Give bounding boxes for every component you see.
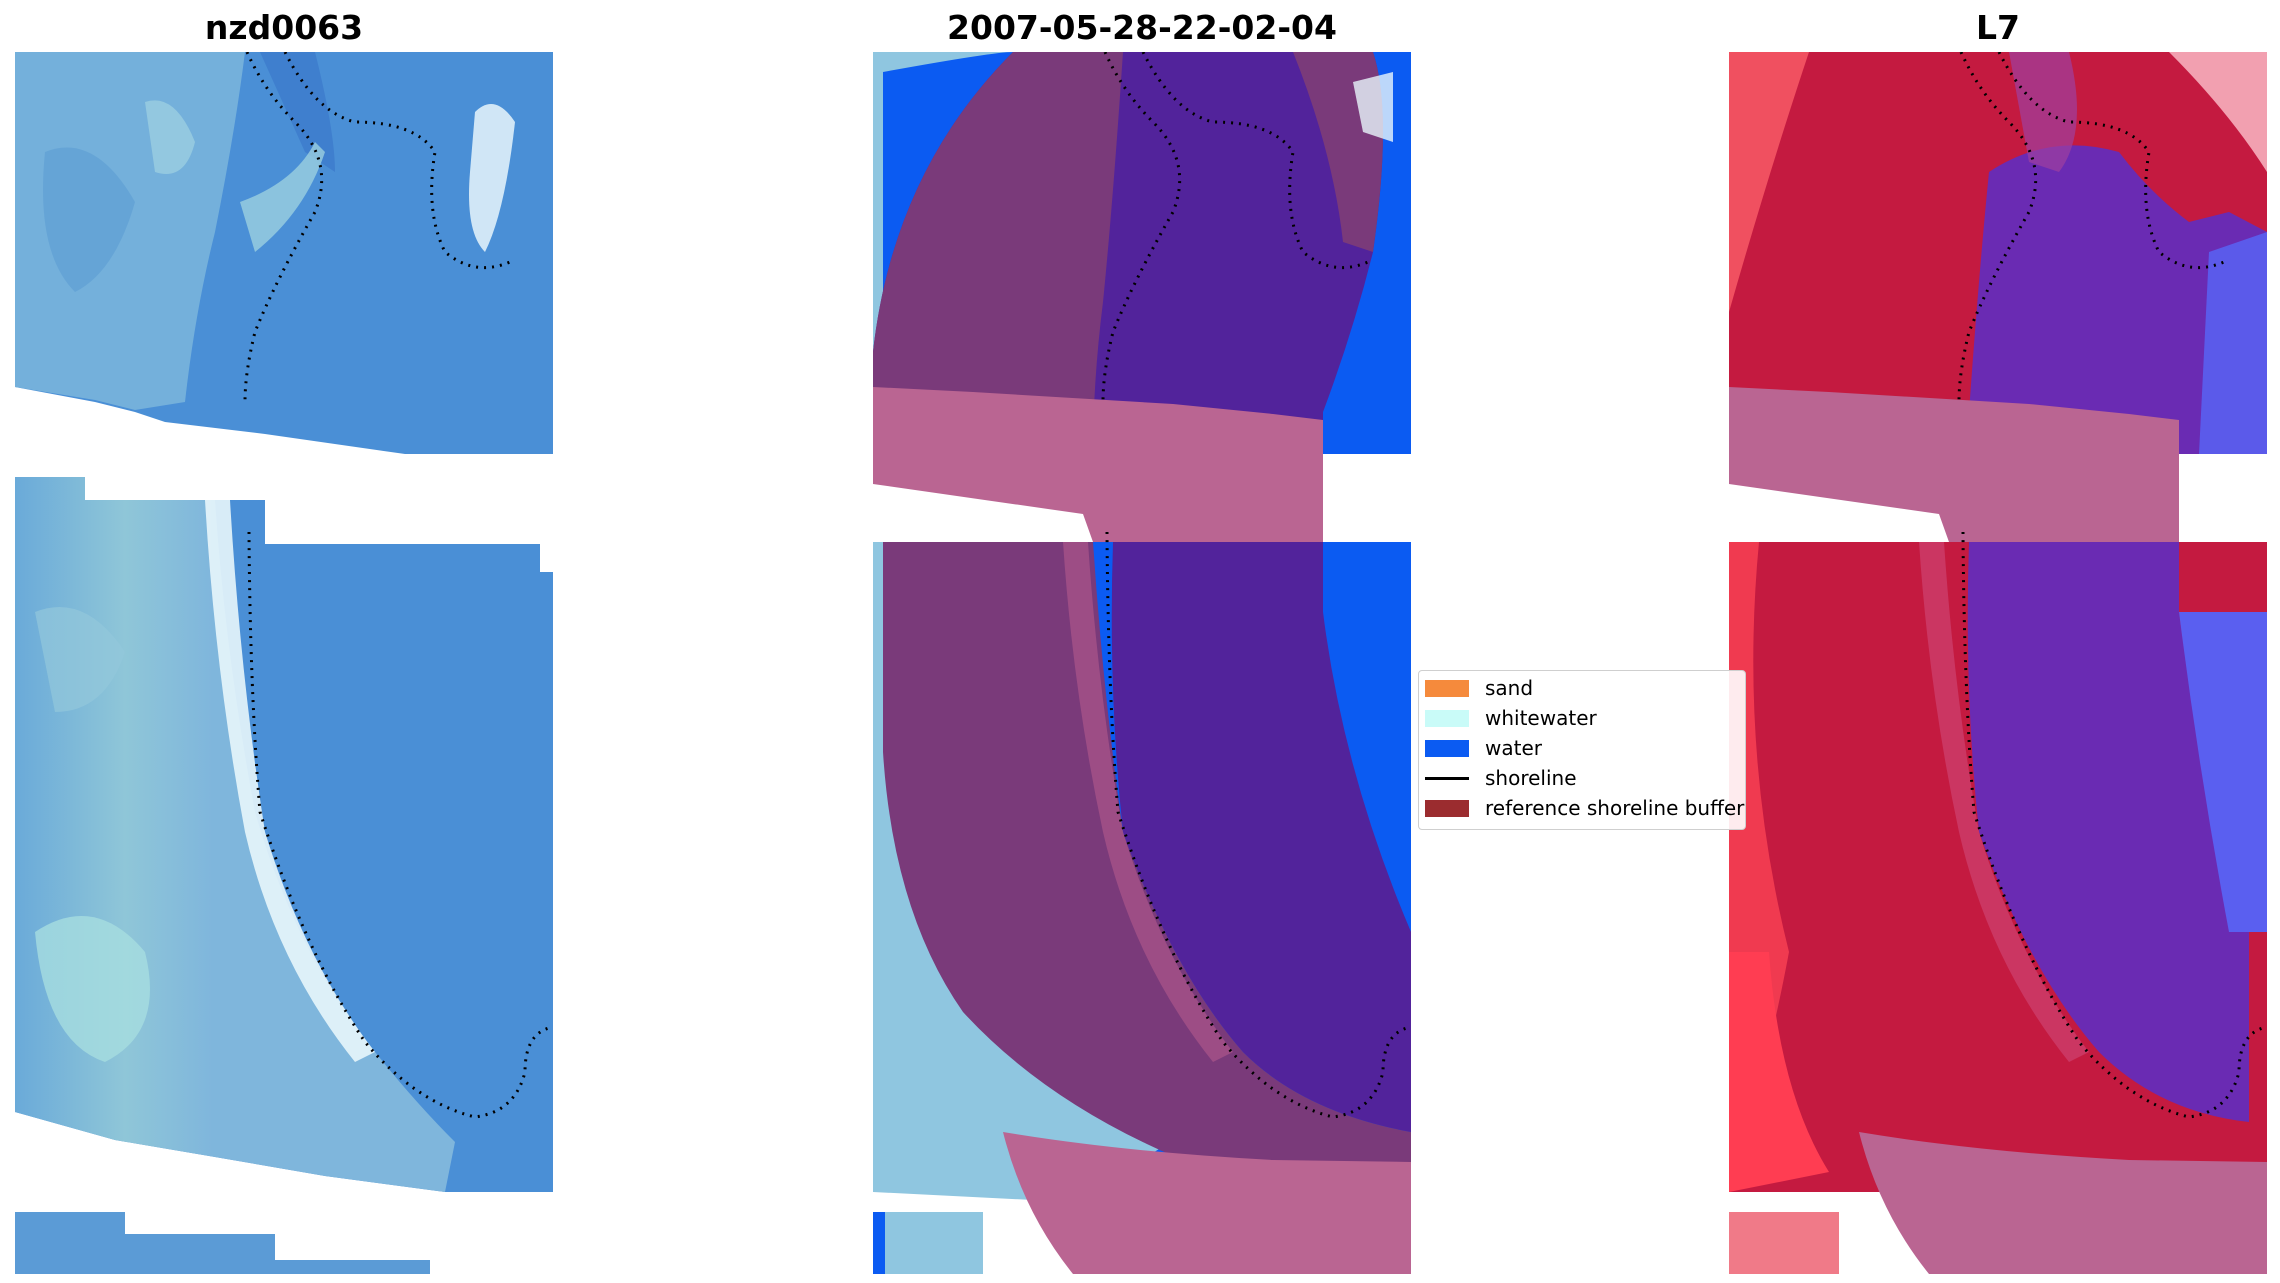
legend-item-sand: sand xyxy=(1425,675,1533,701)
class-bottom-block xyxy=(873,542,1411,1202)
buffer-band-bottom-index xyxy=(1729,1132,2267,1274)
whitewater-swatch xyxy=(1425,709,1469,727)
sand-swatch xyxy=(1425,679,1469,697)
shoreline-line-swatch xyxy=(1425,776,1469,780)
buffer-band-top-index xyxy=(1729,387,2179,542)
panel-title-site: nzd0063 xyxy=(204,8,364,47)
legend-item-whitewater: whitewater xyxy=(1425,705,1597,731)
buffer-swatch xyxy=(1425,799,1469,817)
shoreline-dotted-index xyxy=(1957,52,2267,1119)
buffer-band-bottom xyxy=(873,1132,1411,1274)
index-bottom-block xyxy=(1729,542,2267,1192)
panel-title-date: 2007-05-28-22-02-04 xyxy=(947,8,1337,47)
classified-image-panel xyxy=(873,52,1411,1274)
legend-item-shoreline: shoreline xyxy=(1425,765,1577,791)
class-top-block xyxy=(873,52,1411,454)
legend: sand whitewater water shoreline referenc… xyxy=(1418,670,1746,830)
water-swatch xyxy=(1425,739,1469,757)
legend-item-water: water xyxy=(1425,735,1542,761)
shoreline-dotted-classified xyxy=(1101,52,1411,1119)
rgb-image-panel xyxy=(15,52,553,1274)
shoreline-dotted xyxy=(243,52,553,1119)
rgb-bottom-block xyxy=(15,477,553,1274)
legend-label: shoreline xyxy=(1485,766,1577,790)
legend-label: water xyxy=(1485,736,1542,760)
legend-label: reference shoreline buffer xyxy=(1485,796,1745,820)
legend-label: sand xyxy=(1485,676,1534,700)
index-top-block xyxy=(1729,52,2267,455)
buffer-band-top xyxy=(873,387,1323,542)
legend-item-reference-buffer: reference shoreline buffer xyxy=(1425,795,1744,821)
rgb-top-block xyxy=(15,52,553,454)
index-image-panel xyxy=(1729,52,2267,1274)
legend-label: whitewater xyxy=(1485,706,1597,730)
panel-title-satellite: L7 xyxy=(1976,8,2020,47)
